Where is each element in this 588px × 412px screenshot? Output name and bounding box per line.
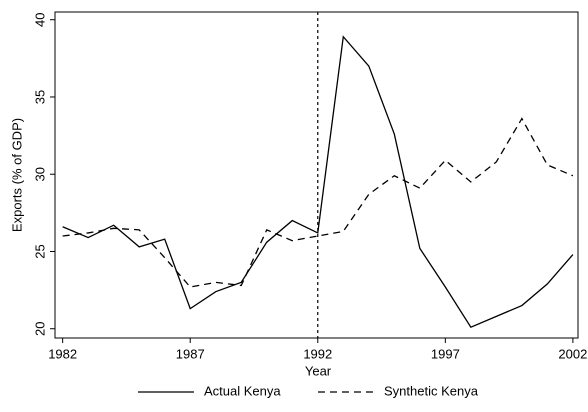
- y-tick-label: 20: [32, 321, 47, 335]
- y-axis-label: Exports (% of GDP): [9, 118, 24, 232]
- legend-label: Actual Kenya: [204, 383, 281, 398]
- y-tick-label: 35: [32, 90, 47, 104]
- legend-label: Synthetic Kenya: [384, 383, 479, 398]
- y-tick-label: 30: [32, 167, 47, 181]
- x-tick-label: 1997: [431, 346, 460, 361]
- series-line: [62, 35, 574, 328]
- x-axis-label: Year: [305, 363, 332, 378]
- plot-frame: [54, 11, 579, 339]
- x-tick-label: 2002: [558, 346, 587, 361]
- y-tick-label: 25: [32, 244, 47, 258]
- y-tick-label: 40: [32, 12, 47, 26]
- x-tick-label: 1992: [303, 346, 332, 361]
- x-tick-label: 1987: [176, 346, 205, 361]
- series-line: [62, 117, 574, 288]
- x-tick-label: 1982: [48, 346, 77, 361]
